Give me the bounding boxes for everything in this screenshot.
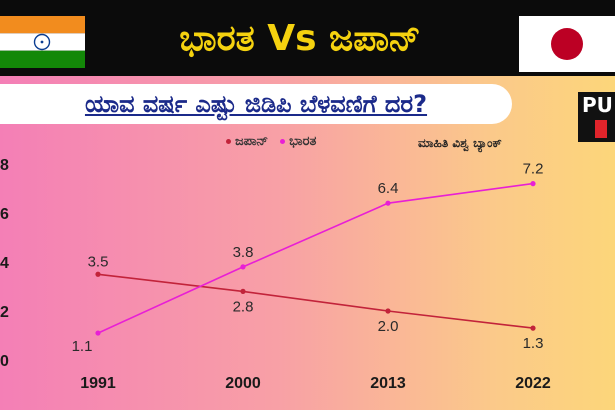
- data-point: [240, 288, 246, 294]
- chart-legend: ಜಪಾನ್ ಭಾರತ: [226, 134, 328, 149]
- x-tick-label: 2013: [370, 375, 406, 392]
- data-label: 2.0: [378, 318, 399, 335]
- header-bar: ಭಾರತ Vs ಜಪಾನ್: [0, 0, 615, 76]
- data-label: 7.2: [523, 161, 544, 178]
- source-label: ಮಾಹಿತಿ ವಿಶ್ವ ಬ್ಯಾಂಕ್: [418, 136, 502, 150]
- legend-label-india: ಭಾರತ: [289, 134, 317, 149]
- x-tick-label: 2022: [515, 375, 551, 392]
- question-banner: ಯಾವ ವರ್ಷ ಎಷ್ಟು ಜಿಡಿಪಿ ಬೆಳವಣಿಗೆ ದರ?: [0, 84, 512, 124]
- india-flag-icon: [0, 16, 85, 68]
- data-label: 1.1: [72, 338, 93, 355]
- legend-marker-japan: [226, 139, 231, 144]
- legend-marker-india: [280, 139, 286, 144]
- logo-text: PU: [582, 93, 613, 117]
- y-tick-label: 6: [0, 206, 9, 223]
- legend-item-japan: ಜಪಾನ್: [226, 134, 268, 149]
- data-label: 3.5: [88, 253, 109, 270]
- data-point: [385, 200, 391, 206]
- x-tick-label: 1991: [80, 375, 116, 392]
- question-text: ಯಾವ ವರ್ಷ ಎಷ್ಟು ಜಿಡಿಪಿ ಬೆಳವಣಿಗೆ ದರ?: [84, 90, 428, 118]
- page-title: ಭಾರತ Vs ಜಪಾನ್: [179, 18, 421, 59]
- data-point: [385, 308, 391, 314]
- data-point: [530, 181, 536, 187]
- logo-mark: [595, 120, 607, 138]
- series-line-1: [97, 182, 534, 334]
- japan-flag-icon: [519, 16, 615, 72]
- y-tick-label: 4: [0, 255, 9, 272]
- y-tick-label: 8: [0, 157, 9, 174]
- y-tick-label: 2: [0, 304, 9, 321]
- data-label: 1.3: [523, 335, 544, 352]
- data-label: 3.8: [233, 244, 254, 261]
- channel-logo: PU: [578, 92, 615, 142]
- data-label: 2.8: [233, 298, 254, 315]
- data-label: 6.4: [378, 180, 399, 197]
- data-point: [95, 271, 101, 277]
- data-point: [95, 330, 101, 336]
- x-tick-label: 2000: [225, 375, 261, 392]
- data-point: [530, 325, 536, 331]
- legend-label-japan: ಜಪಾನ್: [235, 134, 269, 149]
- series-line-0: [97, 273, 534, 329]
- legend-item-india: ಭಾರತ: [280, 134, 316, 149]
- data-point: [240, 264, 246, 270]
- y-tick-label: 0: [0, 353, 9, 370]
